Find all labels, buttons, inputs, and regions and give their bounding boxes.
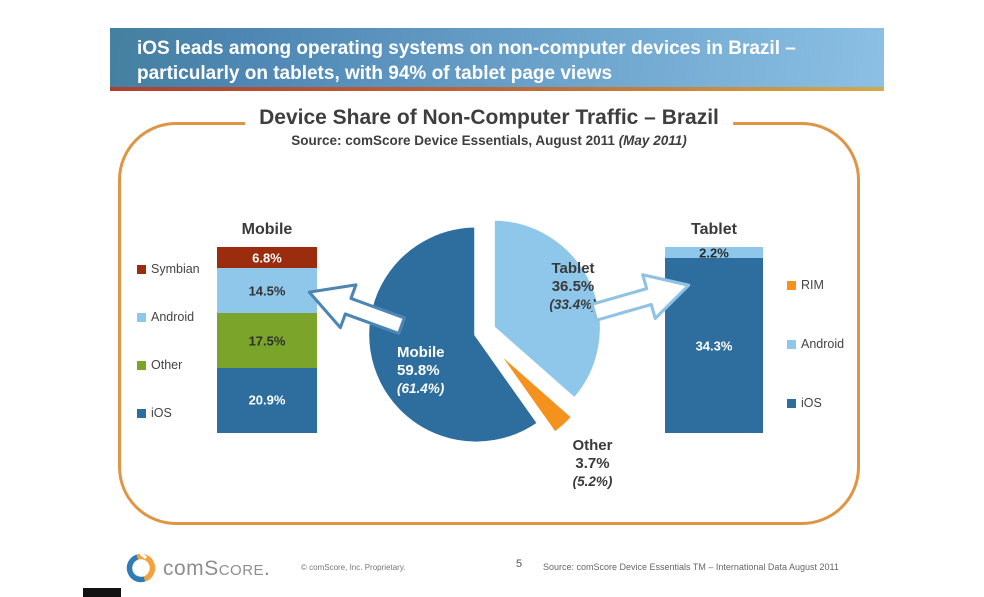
legend-item-symbian: Symbian	[137, 262, 222, 276]
header-title: iOS leads among operating systems on non…	[137, 38, 796, 85]
bar-segment-value: 2.2%	[699, 245, 729, 261]
bar-segment-ios: 20.9%	[217, 367, 317, 433]
tablet-bar-title: Tablet	[691, 221, 737, 238]
footer-source: Source: comScore Device Essentials TM – …	[543, 562, 839, 572]
pie-mobile-value: 59.8%	[397, 362, 440, 380]
mobile-stacked-bar: 6.8% 14.5% 17.5% 20.9%	[217, 247, 317, 433]
pie-slice-tablet	[490, 216, 604, 402]
brand-left: com	[163, 557, 205, 580]
legend-swatch	[137, 360, 146, 370]
legend-label: Symbian	[151, 262, 200, 276]
legend-label: Android	[801, 337, 845, 351]
chart-subtitle-text: Source: comScore Device Essentials, Augu…	[291, 133, 615, 148]
pie-slice-mobile	[365, 223, 542, 446]
pie-tablet-value: 36.5%	[551, 278, 595, 296]
tablet-legend: RIM Android iOS	[787, 278, 872, 410]
bar-segment-android: 2.2%	[665, 245, 763, 261]
bar-segment-android: 14.5%	[217, 268, 317, 314]
pie-other-name: Other	[572, 437, 613, 454]
comscore-wordmark: comScore.	[163, 557, 270, 581]
legend-label: iOS	[151, 406, 172, 420]
header-banner: iOS leads among operating systems on non…	[110, 28, 884, 87]
footer-copyright: © comScore, Inc. Proprietary.	[301, 563, 406, 572]
bar-segment-symbian: 6.8%	[217, 247, 317, 269]
legend-label: Android	[151, 310, 195, 324]
mobile-bar-title: Mobile	[241, 221, 293, 238]
legend-swatch	[787, 398, 796, 408]
chart-subtitle: Source: comScore Device Essentials, Augu…	[259, 133, 719, 148]
pie-tablet-name: Tablet	[551, 260, 595, 277]
bar-segment-other: 17.5%	[217, 313, 317, 368]
bar-segment-value: 17.5%	[248, 333, 286, 349]
header-underline	[110, 87, 884, 91]
pie-chart	[351, 203, 611, 473]
legend-swatch	[137, 312, 146, 322]
legend-item-ios: iOS	[787, 396, 872, 410]
bar-segment-value: 14.5%	[248, 283, 286, 299]
chart-title-block: Device Share of Non-Computer Traffic – B…	[245, 106, 733, 148]
pie-other-prior: (5.2%)	[572, 473, 613, 489]
pie-other-value: 3.7%	[575, 455, 610, 473]
legend-item-android: Android	[137, 310, 222, 324]
pie-mobile-prior: (61.4%)	[397, 380, 445, 396]
legend-item-android: Android	[787, 337, 872, 351]
pie-label-mobile: Mobile 59.8% (61.4%)	[397, 344, 497, 397]
brand-right: Score.	[204, 557, 271, 580]
pie-mobile-name: Mobile	[397, 344, 445, 361]
pie-label-tablet: Tablet 36.5% (33.4%)	[518, 260, 628, 313]
legend-item-rim: RIM	[787, 278, 872, 292]
bar-segment-value: 6.8%	[252, 250, 282, 266]
chart-title: Device Share of Non-Computer Traffic – B…	[259, 106, 719, 129]
bar-segment-value: 34.3%	[695, 338, 733, 354]
cropped-black-box	[83, 588, 121, 597]
mobile-legend: Symbian Android Other iOS	[137, 262, 222, 420]
legend-swatch	[787, 280, 796, 290]
legend-swatch	[137, 264, 146, 274]
page-number: 5	[516, 558, 523, 570]
legend-swatch	[137, 408, 146, 418]
chart-subtitle-note: (May 2011)	[618, 133, 687, 148]
legend-item-ios: iOS	[137, 406, 222, 420]
bar-segment-value: 20.9%	[248, 392, 286, 408]
pie-slice-other	[489, 342, 576, 436]
legend-label: Other	[151, 358, 183, 372]
arrow-right-icon	[590, 273, 691, 322]
pie-tablet-prior: (33.4%)	[549, 296, 597, 312]
legend-label: RIM	[801, 278, 824, 292]
comscore-logo-icon	[126, 552, 156, 583]
pie-svg	[365, 216, 604, 446]
legend-label: iOS	[801, 396, 822, 410]
legend-swatch	[787, 339, 796, 349]
pie-label-other: Other 3.7% (5.2%)	[545, 437, 640, 490]
arrow-left-icon	[307, 283, 406, 335]
legend-item-other: Other	[137, 358, 222, 372]
